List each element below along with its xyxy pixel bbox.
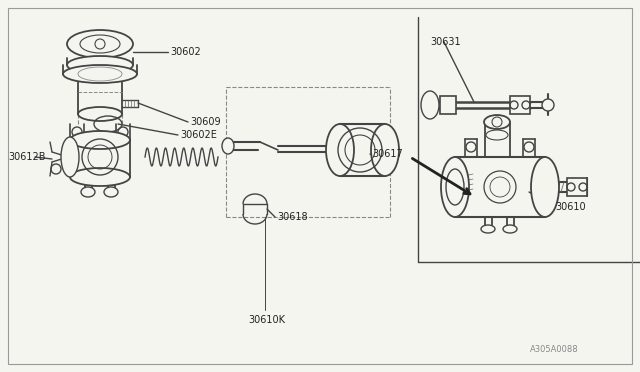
Text: 30631: 30631 <box>430 37 461 47</box>
Bar <box>510 96 530 114</box>
Ellipse shape <box>70 168 130 186</box>
Ellipse shape <box>78 107 122 121</box>
Text: 30602E: 30602E <box>180 130 217 140</box>
Ellipse shape <box>61 137 79 177</box>
Ellipse shape <box>503 225 517 233</box>
Bar <box>567 178 587 196</box>
Ellipse shape <box>63 65 137 83</box>
Bar <box>440 96 456 114</box>
Ellipse shape <box>70 131 130 149</box>
Ellipse shape <box>104 187 118 197</box>
Text: A305A0088: A305A0088 <box>530 346 579 355</box>
Ellipse shape <box>78 67 122 81</box>
Ellipse shape <box>67 56 133 74</box>
Text: 30609: 30609 <box>190 117 221 127</box>
Ellipse shape <box>441 157 469 217</box>
Text: 30617: 30617 <box>372 149 403 159</box>
Ellipse shape <box>326 124 354 176</box>
Ellipse shape <box>81 187 95 197</box>
Ellipse shape <box>371 124 399 176</box>
Text: 30612B: 30612B <box>8 152 45 162</box>
Text: 30618: 30618 <box>277 212 308 222</box>
Ellipse shape <box>67 30 133 58</box>
Ellipse shape <box>481 225 495 233</box>
Ellipse shape <box>421 91 439 119</box>
Ellipse shape <box>531 157 559 217</box>
Circle shape <box>542 99 554 111</box>
Ellipse shape <box>446 169 464 205</box>
Text: 30602: 30602 <box>170 47 201 57</box>
Text: 30610K: 30610K <box>248 315 285 325</box>
Ellipse shape <box>484 115 510 129</box>
Text: 30610: 30610 <box>555 202 586 212</box>
Ellipse shape <box>222 138 234 154</box>
